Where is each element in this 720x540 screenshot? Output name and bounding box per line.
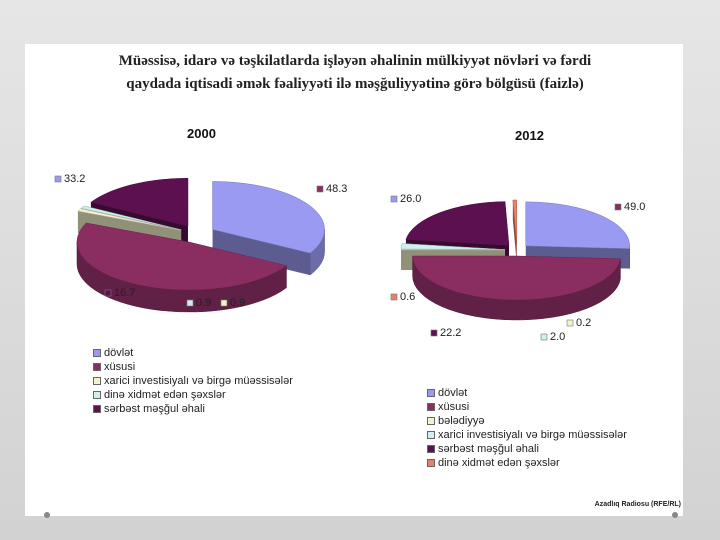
pie-2012-value-label-dovlet: 26.0 <box>400 193 421 205</box>
legend-2012-swatch-xarici-investisiyali-ve-birge-muessiseler <box>427 431 435 439</box>
pie-2012-slice-dine-xidmet-eden-sexsler <box>512 199 518 245</box>
pie-2000-slice-wall-dovlet-1 <box>212 229 311 276</box>
pie-2012-slice-wall-dine-xidmet-eden-sexsler-0 <box>512 200 517 265</box>
legend-2000-label-xususi: xüsusi <box>104 361 136 373</box>
pie-2000-label-marker-serbest-mesgul-ehali <box>104 289 112 297</box>
pie-2000-slice-serbest-mesgul-ehali <box>90 177 189 227</box>
legend-2000-swatch-xususi <box>93 363 101 371</box>
pie-2012-slice-serbest-mesgul-ehali <box>405 201 510 246</box>
pie-2000-value-label-xarici-investisiyali-ve-birge-muessiseler: 0.9 <box>230 297 245 309</box>
pie-2000-value-label-serbest-mesgul-ehali: 16.7 <box>114 287 135 299</box>
legend-2000-label-dovlet: dövlət <box>104 347 134 359</box>
pie-2000-label-marker-xarici-investisiyali-ve-birge-muessiseler <box>220 299 228 307</box>
pie-2000-value-label-xususi: 48.3 <box>326 183 347 195</box>
pie-2012-label-marker-serbest-mesgul-ehali <box>430 329 438 337</box>
pie-2012-label-marker-dine-xidmet-eden-sexsler <box>390 293 398 301</box>
legend-2012-label-dovlet: dövlət <box>438 387 468 399</box>
legend-2012-label-belediyye: bələdiyyə <box>438 415 485 427</box>
slide-dot-right <box>672 512 678 518</box>
legend-2012-item-dovlet: dövlət <box>427 386 627 400</box>
pie-chart-2000: 33.2 48.3 0.9 0.9 16.7 <box>54 173 347 313</box>
legend-2000-item-dovlet: dövlət <box>93 346 293 360</box>
legend-2012-label-serbest-mesgul-ehali: sərbəst məşğul əhali <box>438 443 539 455</box>
legend-2000-label-dine-xidmet-eden-sexsler: dinə xidmət edən şəxslər <box>104 389 226 401</box>
legend-2012-item-xususi: xüsusi <box>427 400 627 414</box>
slide-dot-left <box>44 512 50 518</box>
legend-2012-item-serbest-mesgul-ehali: sərbəst məşğul əhali <box>427 442 627 456</box>
pie-2012-label-marker-xususi <box>614 203 622 211</box>
legend-2012-swatch-xususi <box>427 403 435 411</box>
chart-2000-year-label: 2000 <box>187 126 216 141</box>
legend-2000-item-serbest-mesgul-ehali: sərbəst məşğul əhali <box>93 402 293 416</box>
chart-title: Müəssisə, idarə və təşkilatlarda işləyən… <box>95 50 615 96</box>
legend-2012-label-dine-xidmet-eden-sexsler: dinə xidmət edən şəxslər <box>438 457 560 469</box>
legend-2000-swatch-serbest-mesgul-ehali <box>93 405 101 413</box>
pie-2012-slice-xarici-investisiyali-ve-birge-muessiseler <box>400 243 506 250</box>
chart-title-line-2: qaydada iqtisadi əmək fəaliyyəti ilə məş… <box>126 76 584 92</box>
legend-2012-label-xarici-investisiyali-ve-birge-muessiseler: xarici investisiyalı və birgə müəssisələ… <box>438 429 627 441</box>
legend-2000-swatch-xarici-investisiyali-ve-birge-muessiseler <box>93 377 101 385</box>
legend-2012-item-belediyye: bələdiyyə <box>427 414 627 428</box>
source-credit: Azadlıq Radiosu (RFE/RL) <box>594 501 681 508</box>
pie-chart-2012: 26.0 49.0 0.2 2.0 22.2 0.6 <box>390 193 645 343</box>
pie-2000-label-marker-xususi <box>316 185 324 193</box>
pie-2000-slice-xarici-investisiyali-ve-birge-muessiseler <box>77 208 181 231</box>
legend-2012-swatch-belediyye <box>427 417 435 425</box>
legend-2012: dövlət xüsusi bələdiyyə xarici investisiyal… <box>427 386 627 470</box>
legend-2012-swatch-dovlet <box>427 389 435 397</box>
legend-2000-label-serbest-mesgul-ehali: sərbəst məşğul əhali <box>104 403 205 415</box>
legend-2012-swatch-serbest-mesgul-ehali <box>427 445 435 453</box>
pie-2012-value-label-belediyye: 0.2 <box>576 317 591 329</box>
chart-2012-year-label: 2012 <box>515 128 544 143</box>
pie-2000-value-label-dovlet: 33.2 <box>64 173 85 185</box>
pie-2012-slice-belediyye <box>400 249 506 251</box>
legend-2000-item-xarici-investisiyali-ve-birge-muessiseler: xarici investisiyalı və birgə müəssisələ… <box>93 374 293 388</box>
pie-2012-slice-xususi <box>412 255 621 301</box>
legend-2012-swatch-dine-xidmet-eden-sexsler <box>427 459 435 467</box>
legend-2000-swatch-dovlet <box>93 349 101 357</box>
pie-2000-label-marker-dovlet <box>54 175 62 183</box>
legend-2000: dövlət xüsusi xarici investisiyalı və birg… <box>93 346 293 416</box>
pie-2012-label-marker-belediyye <box>566 319 574 327</box>
pie-2012-label-marker-dovlet <box>390 195 398 203</box>
pie-2000-slice-dine-xidmet-eden-sexsler <box>80 205 182 230</box>
pie-charts-svg: 33.2 48.3 0.9 0.9 16.7 26.0 49.0 0.2 2.0 22.2 0.6 <box>54 173 645 343</box>
pie-2012-value-label-serbest-mesgul-ehali: 22.2 <box>440 327 461 339</box>
pie-2000-value-label-dine-xidmet-eden-sexsler: 0.9 <box>196 297 211 309</box>
pie-2012-value-label-dine-xidmet-eden-sexsler: 0.6 <box>400 291 415 303</box>
legend-2012-label-xususi: xüsusi <box>438 401 470 413</box>
pie-2000-slice-xususi <box>76 222 288 291</box>
legend-2000-swatch-dine-xidmet-eden-sexsler <box>93 391 101 399</box>
legend-2012-item-dine-xidmet-eden-sexsler: dinə xidmət edən şəxslər <box>427 456 627 470</box>
pie-2012-slice-dovlet <box>525 201 630 249</box>
legend-2012-item-xarici-investisiyali-ve-birge-muessiseler: xarici investisiyalı və birgə müəssisələ… <box>427 428 627 442</box>
legend-2000-item-xususi: xüsusi <box>93 360 293 374</box>
pie-2012-value-label-xususi: 49.0 <box>624 201 645 213</box>
legend-2000-label-xarici-investisiyali-ve-birge-muessiseler: xarici investisiyalı və birgə müəssisələ… <box>104 375 293 387</box>
pie-2000-label-marker-dine-xidmet-eden-sexsler <box>186 299 194 307</box>
pie-2012-label-marker-xarici-investisiyali-ve-birge-muessiseler <box>540 333 548 341</box>
legend-2000-item-dine-xidmet-eden-sexsler: dinə xidmət edən şəxslər <box>93 388 293 402</box>
chart-panel: Müəssisə, idarə və təşkilatlarda işləyən… <box>25 44 683 516</box>
chart-title-line-1: Müəssisə, idarə və təşkilatlarda işləyən… <box>118 53 592 69</box>
pie-2012-value-label-xarici-investisiyali-ve-birge-muessiseler: 2.0 <box>550 331 565 343</box>
pie-2000-slice-dovlet <box>212 181 325 254</box>
